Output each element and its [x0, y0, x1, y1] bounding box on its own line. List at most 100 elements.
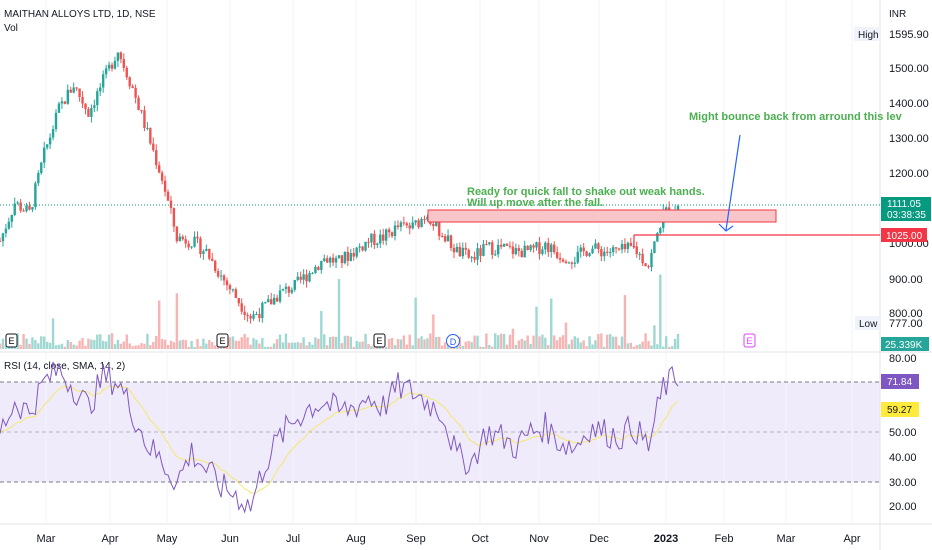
volume-bar	[343, 335, 347, 349]
volume-bar	[334, 336, 338, 349]
symbol-title[interactable]: MAITHAN ALLOYS LTD, 1D, NSE	[4, 9, 156, 20]
candle-body	[617, 248, 621, 250]
candle-body	[331, 257, 335, 263]
candle-body	[157, 165, 161, 173]
volume-bar	[667, 346, 671, 349]
volume-bar	[544, 337, 547, 349]
volume-bar	[252, 338, 255, 349]
rsi-line[interactable]	[0, 361, 679, 514]
volume-bar	[278, 334, 282, 349]
candle-body	[237, 298, 240, 304]
volume-bar	[69, 342, 72, 349]
time-tick: Mar	[777, 533, 796, 545]
candle-body	[323, 258, 326, 262]
candle-body	[550, 244, 553, 253]
candle-body	[650, 252, 653, 268]
resistance-zone-rectangle[interactable]	[427, 209, 777, 223]
candle-body	[48, 137, 52, 145]
earnings-marker-future[interactable]: E	[743, 333, 756, 348]
volume-bar	[128, 343, 131, 349]
volume-bar	[494, 333, 497, 349]
candle-body	[10, 214, 13, 222]
volume-indicator-label[interactable]: Vol	[4, 23, 18, 34]
candle-body	[178, 236, 182, 242]
last-price-tag	[881, 197, 931, 221]
volume-bar	[358, 342, 361, 349]
volume-bar	[550, 298, 553, 349]
price-pane[interactable]	[0, 0, 880, 350]
volume-bar	[673, 338, 677, 349]
time-tick: Oct	[471, 533, 488, 545]
candle-body	[93, 105, 96, 108]
volume-bar	[405, 344, 408, 349]
top-annotation[interactable]: Might bounce back from arround this lev	[689, 111, 903, 123]
earnings-marker-1[interactable]: E	[5, 333, 18, 348]
candle-body	[87, 108, 90, 117]
bounce-arrow[interactable]	[725, 134, 741, 231]
volume-bar	[641, 341, 644, 349]
candle-body	[166, 191, 170, 201]
candle-body	[184, 239, 187, 244]
time-axis[interactable]: Mar Apr May Jun Jul Aug Sep Oct Nov Dec …	[37, 533, 861, 545]
volume-bar	[491, 346, 494, 349]
volume-bar	[429, 333, 432, 349]
price-tick: 900.00	[889, 274, 923, 286]
candle-body	[84, 103, 87, 109]
candle-body	[246, 314, 249, 317]
volume-bar	[461, 346, 465, 349]
volume-bar	[399, 339, 403, 349]
volume-bar	[1, 338, 5, 349]
volume-bar	[208, 340, 211, 349]
volume-bar	[314, 337, 317, 349]
candle-body	[402, 222, 406, 224]
candle-body	[488, 242, 491, 245]
volume-bar	[299, 342, 302, 349]
volume-bar	[193, 346, 196, 349]
candle-body	[438, 219, 441, 237]
candle-body	[90, 107, 93, 117]
price-axis[interactable]: 1500.00 1400.00 1300.00 1200.00 1000.00 …	[889, 63, 929, 320]
candle-body	[529, 245, 532, 251]
candle-body	[458, 246, 462, 257]
volume-bar	[231, 336, 235, 349]
volume-bar	[284, 333, 288, 349]
candle-body	[526, 245, 529, 251]
candle-body	[31, 207, 34, 210]
rsi-axis[interactable]: 80.00 50.00 40.00 30.00 20.00	[889, 353, 917, 513]
candle-body	[423, 218, 426, 220]
candle-body	[370, 233, 373, 243]
price-tick: 800.00	[889, 308, 923, 320]
earnings-marker-2[interactable]: E	[216, 333, 229, 348]
candle-body	[384, 229, 388, 241]
volume-bar	[104, 341, 108, 349]
price-candles[interactable]	[0, 51, 680, 324]
candle-body	[558, 257, 562, 260]
volume-bar	[249, 344, 252, 349]
price-tick: 1300.00	[889, 133, 929, 145]
candle-body	[51, 128, 55, 138]
candle-body	[544, 242, 547, 250]
rsi-label[interactable]: RSI (14, close, SMA, 14, 2)	[4, 361, 125, 372]
candle-body	[228, 285, 232, 290]
candle-body	[104, 68, 108, 75]
volume-bar	[122, 341, 126, 349]
mid-annotation-line1[interactable]: Ready for quick fall to shake out weak h…	[467, 186, 705, 198]
earnings-marker-3[interactable]: E	[373, 333, 386, 348]
candle-body	[146, 127, 149, 129]
rsi-value-tag	[881, 374, 919, 389]
candle-body	[641, 253, 644, 264]
volume-bar	[367, 343, 370, 349]
volume-bar	[479, 346, 482, 349]
candle-body	[113, 60, 117, 69]
level-price-value: 1025.00	[886, 231, 923, 242]
candle-body	[609, 252, 612, 254]
candle-body	[379, 234, 382, 244]
mid-annotation-line2[interactable]: Will up move after the fall.	[467, 197, 603, 209]
candle-body	[665, 207, 668, 210]
candle-body	[358, 246, 361, 248]
volume-bar	[364, 333, 367, 349]
candle-body	[308, 273, 311, 282]
dividend-marker[interactable]: D	[446, 334, 460, 348]
candle-body	[261, 302, 264, 319]
